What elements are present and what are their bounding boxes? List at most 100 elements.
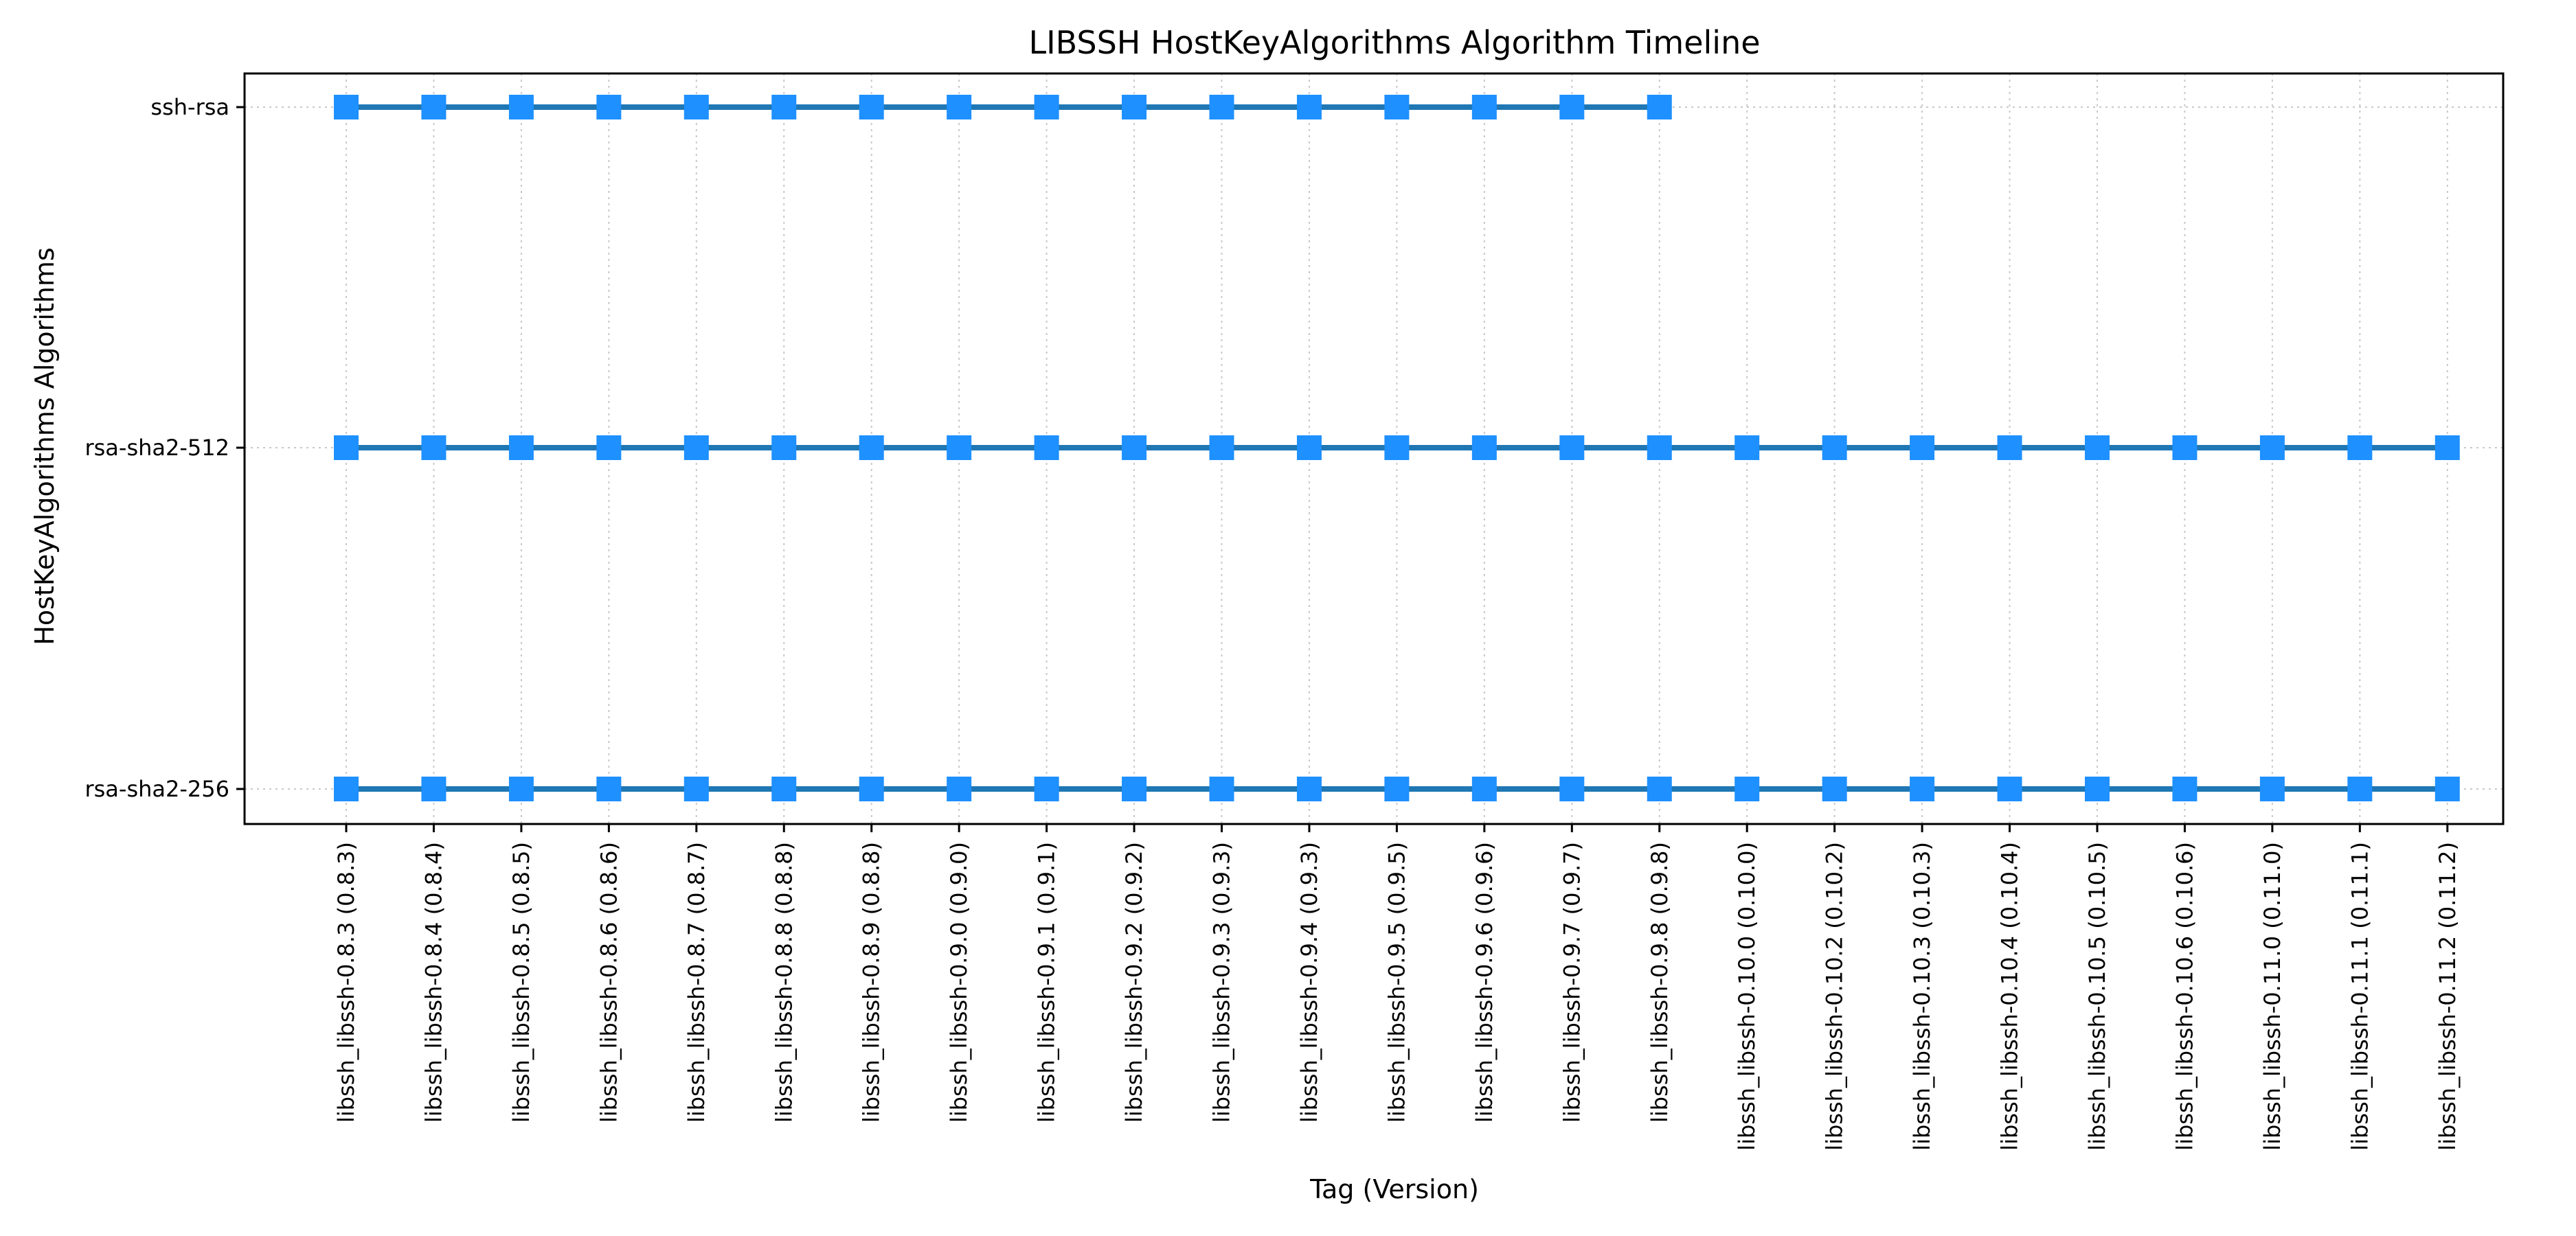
data-point-marker — [1647, 777, 1672, 801]
x-tick-label: libssh_libssh-0.8.3 (0.8.3) — [333, 842, 359, 1123]
data-point-marker — [1034, 95, 1059, 119]
data-point-marker — [2172, 777, 2197, 801]
grid-layer — [245, 73, 2503, 824]
data-point-marker — [1122, 95, 1147, 119]
data-point-marker — [421, 435, 447, 460]
data-point-marker — [508, 777, 534, 801]
data-point-marker — [596, 435, 622, 460]
series-layer — [334, 95, 2460, 801]
x-tick-label: libssh_libssh-0.8.6 (0.8.6) — [596, 842, 622, 1123]
x-tick-label: libssh_libssh-0.9.7 (0.9.7) — [1559, 842, 1585, 1123]
data-point-marker — [1122, 777, 1147, 801]
x-tick-label: libssh_libssh-0.10.0 (0.10.0) — [1734, 842, 1760, 1151]
x-tick-label: libssh_libssh-0.11.2 (0.11.2) — [2434, 842, 2461, 1151]
plot-frame — [243, 72, 2505, 825]
data-point-marker — [1209, 95, 1234, 119]
data-point-marker — [1384, 95, 1410, 119]
data-point-marker — [683, 777, 709, 801]
data-point-marker — [1034, 435, 1059, 460]
data-point-marker — [1296, 777, 1322, 801]
data-point-marker — [683, 95, 709, 119]
x-tick-label: libssh_libssh-0.8.8 (0.8.8) — [771, 842, 797, 1123]
x-tick-label: libssh_libssh-0.8.9 (0.8.8) — [859, 842, 885, 1123]
x-tick-label: libssh_libssh-0.10.4 (0.10.4) — [1997, 842, 2023, 1151]
data-point-marker — [1910, 777, 1935, 801]
x-tick-label: libssh_libssh-0.8.7 (0.8.7) — [683, 842, 710, 1123]
data-point-marker — [859, 777, 884, 801]
data-point-marker — [2172, 435, 2197, 460]
x-tick-label: libssh_libssh-0.9.2 (0.9.2) — [1121, 842, 1147, 1123]
data-point-marker — [947, 435, 972, 460]
x-tick-label: libssh_libssh-0.9.6 (0.9.6) — [1471, 842, 1498, 1123]
data-point-marker — [1647, 95, 1672, 119]
y-axis-label: HostKeyAlgorithms Algorithms — [30, 247, 60, 645]
x-tick-label: libssh_libssh-0.9.0 (0.9.0) — [946, 842, 972, 1123]
data-point-marker — [1034, 777, 1059, 801]
data-point-marker — [596, 95, 622, 119]
data-point-marker — [1471, 95, 1497, 119]
data-point-marker — [334, 435, 359, 460]
chart-title: LIBSSH HostKeyAlgorithms Algorithm Timel… — [1028, 24, 1760, 61]
x-tick-label: libssh_libssh-0.10.6 (0.10.6) — [2171, 842, 2197, 1151]
data-point-marker — [1296, 95, 1322, 119]
data-point-marker — [1559, 435, 1585, 460]
x-tick-label: libssh_libssh-0.11.1 (0.11.1) — [2347, 842, 2373, 1151]
x-axis-label: Tag (Version) — [1309, 1174, 1479, 1204]
data-point-marker — [508, 95, 534, 119]
data-point-marker — [1209, 777, 1234, 801]
data-point-marker — [859, 95, 884, 119]
data-point-marker — [2434, 435, 2460, 460]
data-point-marker — [1384, 435, 1410, 460]
data-point-marker — [2259, 777, 2285, 801]
data-point-marker — [1997, 777, 2022, 801]
data-point-marker — [947, 777, 972, 801]
x-tick-label: libssh_libssh-0.9.5 (0.9.5) — [1383, 842, 1410, 1123]
y-tick-label: rsa-sha2-512 — [84, 435, 229, 461]
x-tick-label: libssh_libssh-0.10.5 (0.10.5) — [2084, 842, 2110, 1151]
data-point-marker — [2347, 777, 2373, 801]
data-point-marker — [2085, 777, 2110, 801]
data-point-marker — [1735, 777, 1760, 801]
data-point-marker — [859, 435, 884, 460]
data-point-marker — [1997, 435, 2022, 460]
data-point-marker — [683, 435, 709, 460]
data-point-marker — [1822, 777, 1847, 801]
data-point-marker — [1296, 435, 1322, 460]
x-tick-label: libssh_libssh-0.8.4 (0.8.4) — [420, 842, 447, 1123]
data-point-marker — [596, 777, 622, 801]
x-tick-label: libssh_libssh-0.9.8 (0.9.8) — [1647, 842, 1673, 1123]
data-point-marker — [1471, 777, 1497, 801]
data-point-marker — [1559, 95, 1585, 119]
data-point-marker — [771, 777, 797, 801]
x-tick-label: libssh_libssh-0.8.5 (0.8.5) — [508, 842, 534, 1123]
x-tick-label: libssh_libssh-0.10.2 (0.10.2) — [1822, 842, 1848, 1151]
tick-layer: libssh_libssh-0.8.3 (0.8.3) libssh_libssh… — [84, 94, 2460, 1151]
x-tick-label: libssh_libssh-0.11.0 (0.11.0) — [2259, 842, 2285, 1151]
data-point-marker — [947, 95, 972, 119]
data-point-marker — [1910, 435, 1935, 460]
data-point-marker — [1822, 435, 1847, 460]
data-point-marker — [1122, 435, 1147, 460]
data-point-marker — [334, 95, 359, 119]
x-tick-label: libssh_libssh-0.9.1 (0.9.1) — [1034, 842, 1060, 1123]
data-point-marker — [1384, 777, 1410, 801]
x-tick-label: libssh_libssh-0.10.3 (0.10.3) — [1909, 842, 1935, 1151]
x-tick-label: libssh_libssh-0.9.3 (0.9.3) — [1209, 842, 1235, 1123]
data-point-marker — [2085, 435, 2110, 460]
data-point-marker — [1647, 435, 1672, 460]
data-point-marker — [334, 777, 359, 801]
x-tick-label: libssh_libssh-0.9.4 (0.9.3) — [1296, 842, 1322, 1123]
data-point-marker — [2434, 777, 2460, 801]
data-point-marker — [1471, 435, 1497, 460]
data-point-marker — [2347, 435, 2373, 460]
data-point-marker — [421, 777, 447, 801]
data-point-marker — [1209, 435, 1234, 460]
y-tick-label: rsa-sha2-256 — [84, 776, 229, 802]
y-tick-label: ssh-rsa — [150, 94, 229, 120]
data-point-marker — [1735, 435, 1760, 460]
data-point-marker — [508, 435, 534, 460]
data-point-marker — [2259, 435, 2285, 460]
data-point-marker — [1559, 777, 1585, 801]
data-point-marker — [421, 95, 447, 119]
